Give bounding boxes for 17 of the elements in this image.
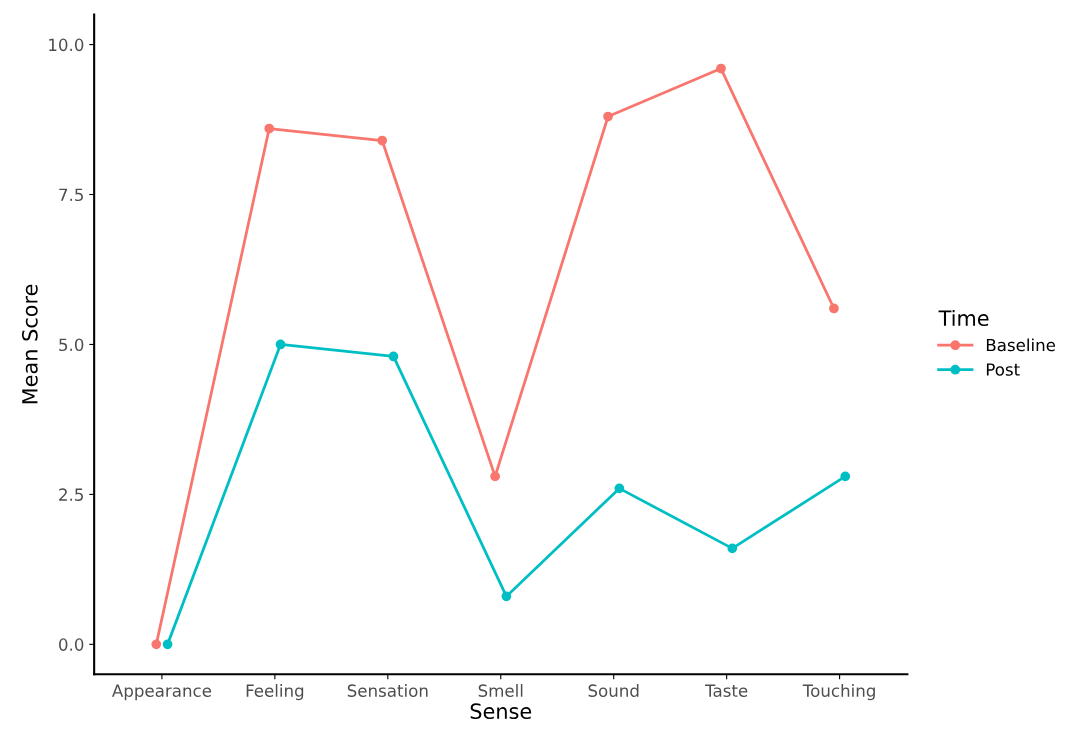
x-axis-title: Sense — [470, 703, 532, 720]
legend-label: Post — [986, 363, 1020, 376]
y-tick-label: 0.0 — [59, 638, 84, 651]
y-tick-label: 2.5 — [59, 488, 83, 501]
x-tick-label: Touching — [802, 684, 875, 701]
x-tick-label: Feeling — [246, 684, 304, 701]
x-tick-label: Sensation — [347, 684, 428, 697]
x-tick-label: Smell — [478, 684, 523, 697]
y-tick-label: 7.5 — [59, 188, 83, 202]
x-tick-label: Appearance — [112, 684, 212, 701]
x-tick-label: Sound — [588, 684, 639, 697]
y-tick-label: 10.0 — [49, 38, 84, 52]
y-tick-label: 5.0 — [59, 338, 84, 352]
x-tick-label: Taste — [705, 684, 748, 697]
y-axis-title: Mean Score — [21, 284, 38, 404]
legend-label: Baseline — [986, 338, 1056, 352]
legend-title: Time — [938, 309, 989, 327]
